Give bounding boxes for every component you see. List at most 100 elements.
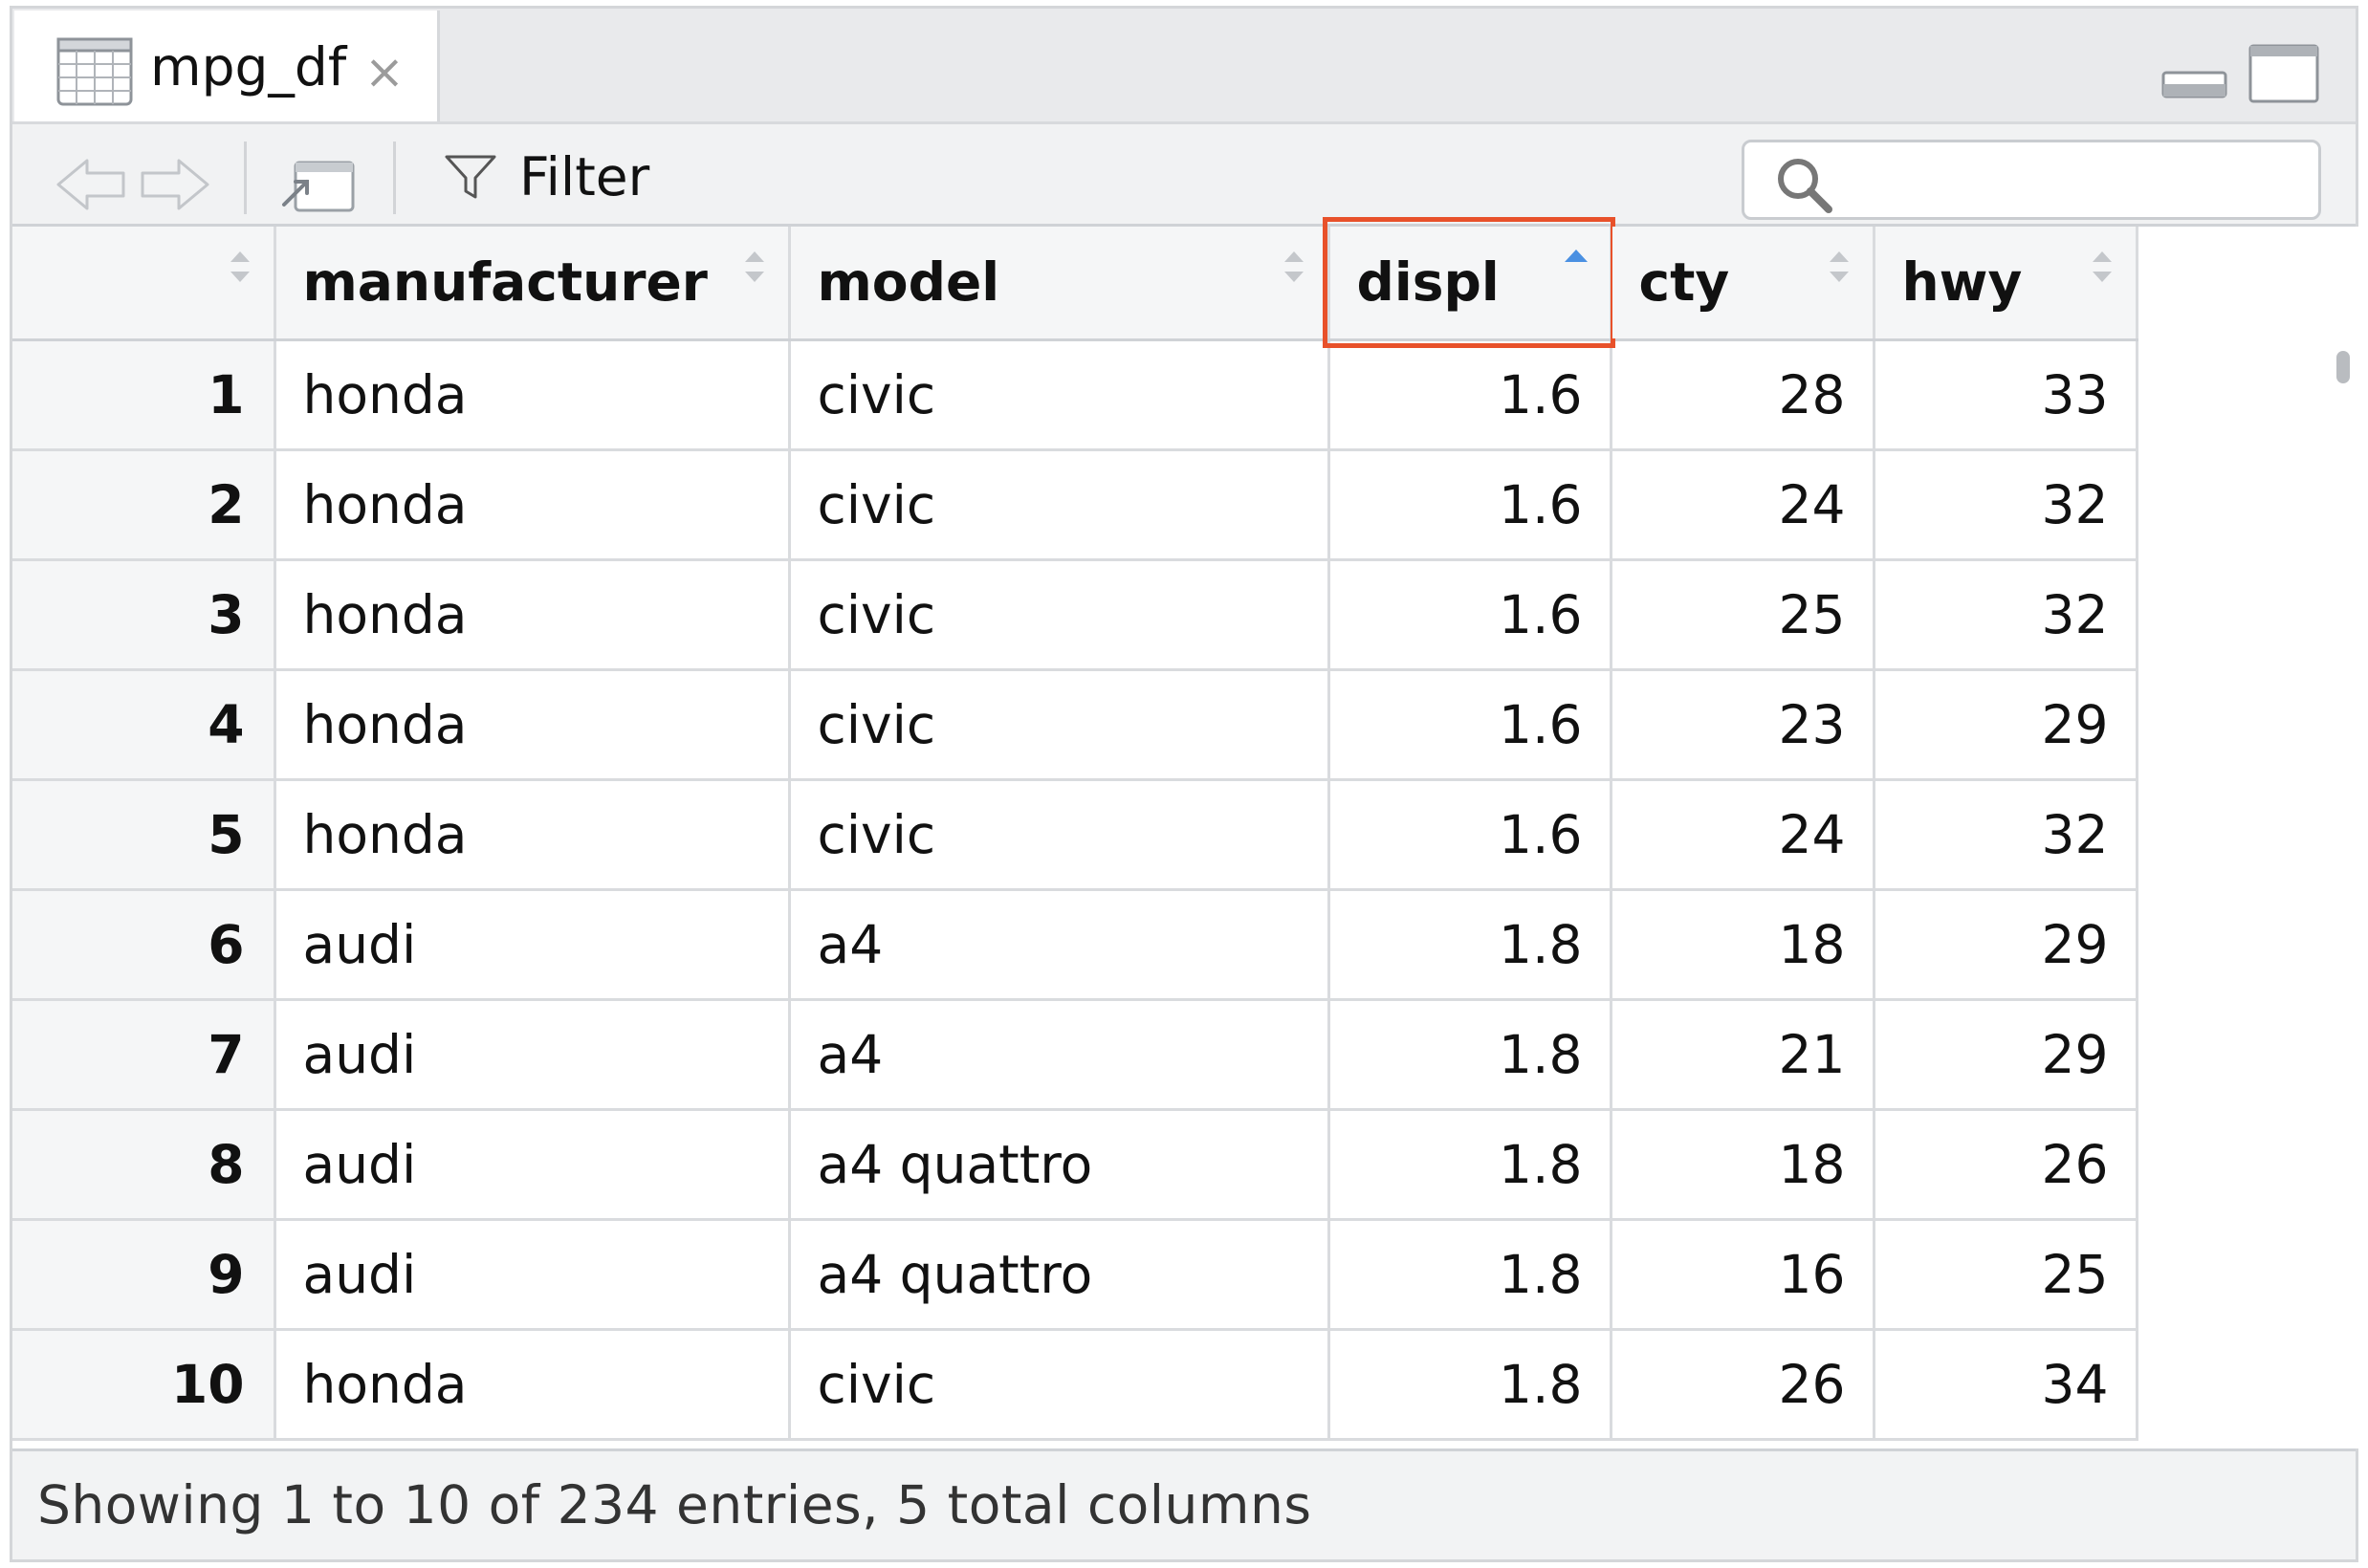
table-row[interactable]: 5 honda civic 1.6 24 32 <box>12 779 2138 891</box>
cell-model: civic <box>789 339 1330 451</box>
cell-displ: 1.8 <box>1328 1219 1612 1331</box>
cell-manufacturer: audi <box>274 999 791 1111</box>
cell-cty: 24 <box>1611 449 1875 561</box>
cell-model: a4 <box>789 999 1330 1111</box>
table-icon <box>56 37 133 106</box>
cell-hwy: 29 <box>1874 999 2138 1111</box>
cell-hwy: 25 <box>1874 1219 2138 1331</box>
row-number: 5 <box>12 779 276 891</box>
column-header-manufacturer[interactable]: manufacturer <box>274 227 791 341</box>
cell-displ: 1.6 <box>1328 779 1612 891</box>
cell-cty: 18 <box>1611 889 1875 1001</box>
minimize-icon[interactable] <box>2161 71 2227 98</box>
cell-displ: 1.8 <box>1328 1109 1612 1221</box>
row-number: 9 <box>12 1219 276 1331</box>
sort-icon <box>1829 251 1849 282</box>
popout-icon[interactable] <box>278 155 357 214</box>
cell-manufacturer: honda <box>274 339 791 451</box>
cell-displ: 1.8 <box>1328 1329 1612 1441</box>
filter-label: Filter <box>519 146 650 207</box>
column-label: model <box>817 251 1000 314</box>
cell-hwy: 26 <box>1874 1109 2138 1221</box>
column-header-hwy[interactable]: hwy <box>1874 227 2138 341</box>
forward-arrow-icon[interactable] <box>139 155 211 214</box>
cell-model: civic <box>789 449 1330 561</box>
table-row[interactable]: 1 honda civic 1.6 28 33 <box>12 339 2138 451</box>
row-number: 1 <box>12 339 276 451</box>
tab-mpg-df[interactable]: mpg_df × <box>14 11 440 121</box>
column-header-rownum[interactable] <box>12 227 276 341</box>
status-bar: Showing 1 to 10 of 234 entries, 5 total … <box>12 1448 2356 1559</box>
column-header-cty[interactable]: cty <box>1611 227 1875 341</box>
scrollbar-thumb[interactable] <box>2336 351 2350 383</box>
data-viewer-window: mpg_df × Filter <box>10 6 2358 1562</box>
row-number: 4 <box>12 669 276 781</box>
cell-model: civic <box>789 559 1330 671</box>
column-header-model[interactable]: model <box>789 227 1330 341</box>
table-row[interactable]: 4 honda civic 1.6 23 29 <box>12 669 2138 781</box>
cell-cty: 26 <box>1611 1329 1875 1441</box>
toolbar-separator <box>393 142 396 214</box>
sort-ascending-icon <box>1564 250 1588 262</box>
cell-manufacturer: audi <box>274 1219 791 1331</box>
cell-manufacturer: honda <box>274 779 791 891</box>
search-box[interactable] <box>1742 140 2321 220</box>
cell-manufacturer: honda <box>274 559 791 671</box>
cell-displ: 1.6 <box>1328 559 1612 671</box>
search-input[interactable] <box>1850 150 2303 211</box>
column-label: manufacturer <box>302 251 708 314</box>
cell-cty: 21 <box>1611 999 1875 1111</box>
back-arrow-icon[interactable] <box>55 155 127 214</box>
sort-icon <box>230 251 250 282</box>
header-row: manufacturer model displ cty <box>12 217 2138 348</box>
status-text: Showing 1 to 10 of 234 entries, 5 total … <box>37 1474 1312 1535</box>
sort-icon <box>2092 251 2112 282</box>
column-label: hwy <box>1901 251 2023 314</box>
scrollbar[interactable] <box>2327 227 2358 1448</box>
cell-manufacturer: honda <box>274 1329 791 1441</box>
cell-model: civic <box>789 1329 1330 1441</box>
cell-hwy: 32 <box>1874 779 2138 891</box>
cell-hwy: 29 <box>1874 669 2138 781</box>
row-number: 7 <box>12 999 276 1111</box>
filter-icon <box>445 155 496 199</box>
cell-hwy: 33 <box>1874 339 2138 451</box>
sort-icon <box>1283 251 1304 282</box>
table-body: 1 honda civic 1.6 28 33 2 honda civic 1.6 24 32 3 hon… <box>12 339 2138 1441</box>
cell-displ: 1.8 <box>1328 889 1612 1001</box>
filter-button[interactable]: Filter <box>443 142 649 212</box>
cell-cty: 25 <box>1611 559 1875 671</box>
cell-hwy: 29 <box>1874 889 2138 1001</box>
table-row[interactable]: 10 honda civic 1.8 26 34 <box>12 1329 2138 1441</box>
data-table: manufacturer model displ cty <box>12 217 2138 1441</box>
table-row[interactable]: 8 audi a4 quattro 1.8 18 26 <box>12 1109 2138 1221</box>
cell-model: a4 quattro <box>789 1109 1330 1221</box>
row-number: 10 <box>12 1329 276 1441</box>
table-row[interactable]: 9 audi a4 quattro 1.8 16 25 <box>12 1219 2138 1331</box>
sort-icon <box>744 251 764 282</box>
row-number: 2 <box>12 449 276 561</box>
toolbar: Filter <box>12 121 2356 227</box>
table-row[interactable]: 7 audi a4 1.8 21 29 <box>12 999 2138 1111</box>
cell-cty: 24 <box>1611 779 1875 891</box>
cell-displ: 1.6 <box>1328 449 1612 561</box>
maximize-icon[interactable] <box>2248 44 2319 103</box>
table-row[interactable]: 2 honda civic 1.6 24 32 <box>12 449 2138 561</box>
cell-hwy: 32 <box>1874 559 2138 671</box>
cell-model: civic <box>789 779 1330 891</box>
row-number: 6 <box>12 889 276 1001</box>
column-header-displ[interactable]: displ <box>1322 217 1615 348</box>
tab-strip: mpg_df × <box>12 9 2356 121</box>
toolbar-separator <box>244 142 247 214</box>
tab-title: mpg_df <box>150 36 347 98</box>
cell-model: a4 <box>789 889 1330 1001</box>
cell-cty: 18 <box>1611 1109 1875 1221</box>
row-number: 8 <box>12 1109 276 1221</box>
table-row[interactable]: 6 audi a4 1.8 18 29 <box>12 889 2138 1001</box>
cell-hwy: 34 <box>1874 1329 2138 1441</box>
table-row[interactable]: 3 honda civic 1.6 25 32 <box>12 559 2138 671</box>
cell-manufacturer: honda <box>274 669 791 781</box>
close-icon[interactable]: × <box>364 44 405 99</box>
cell-displ: 1.8 <box>1328 999 1612 1111</box>
search-icon <box>1778 159 1832 213</box>
